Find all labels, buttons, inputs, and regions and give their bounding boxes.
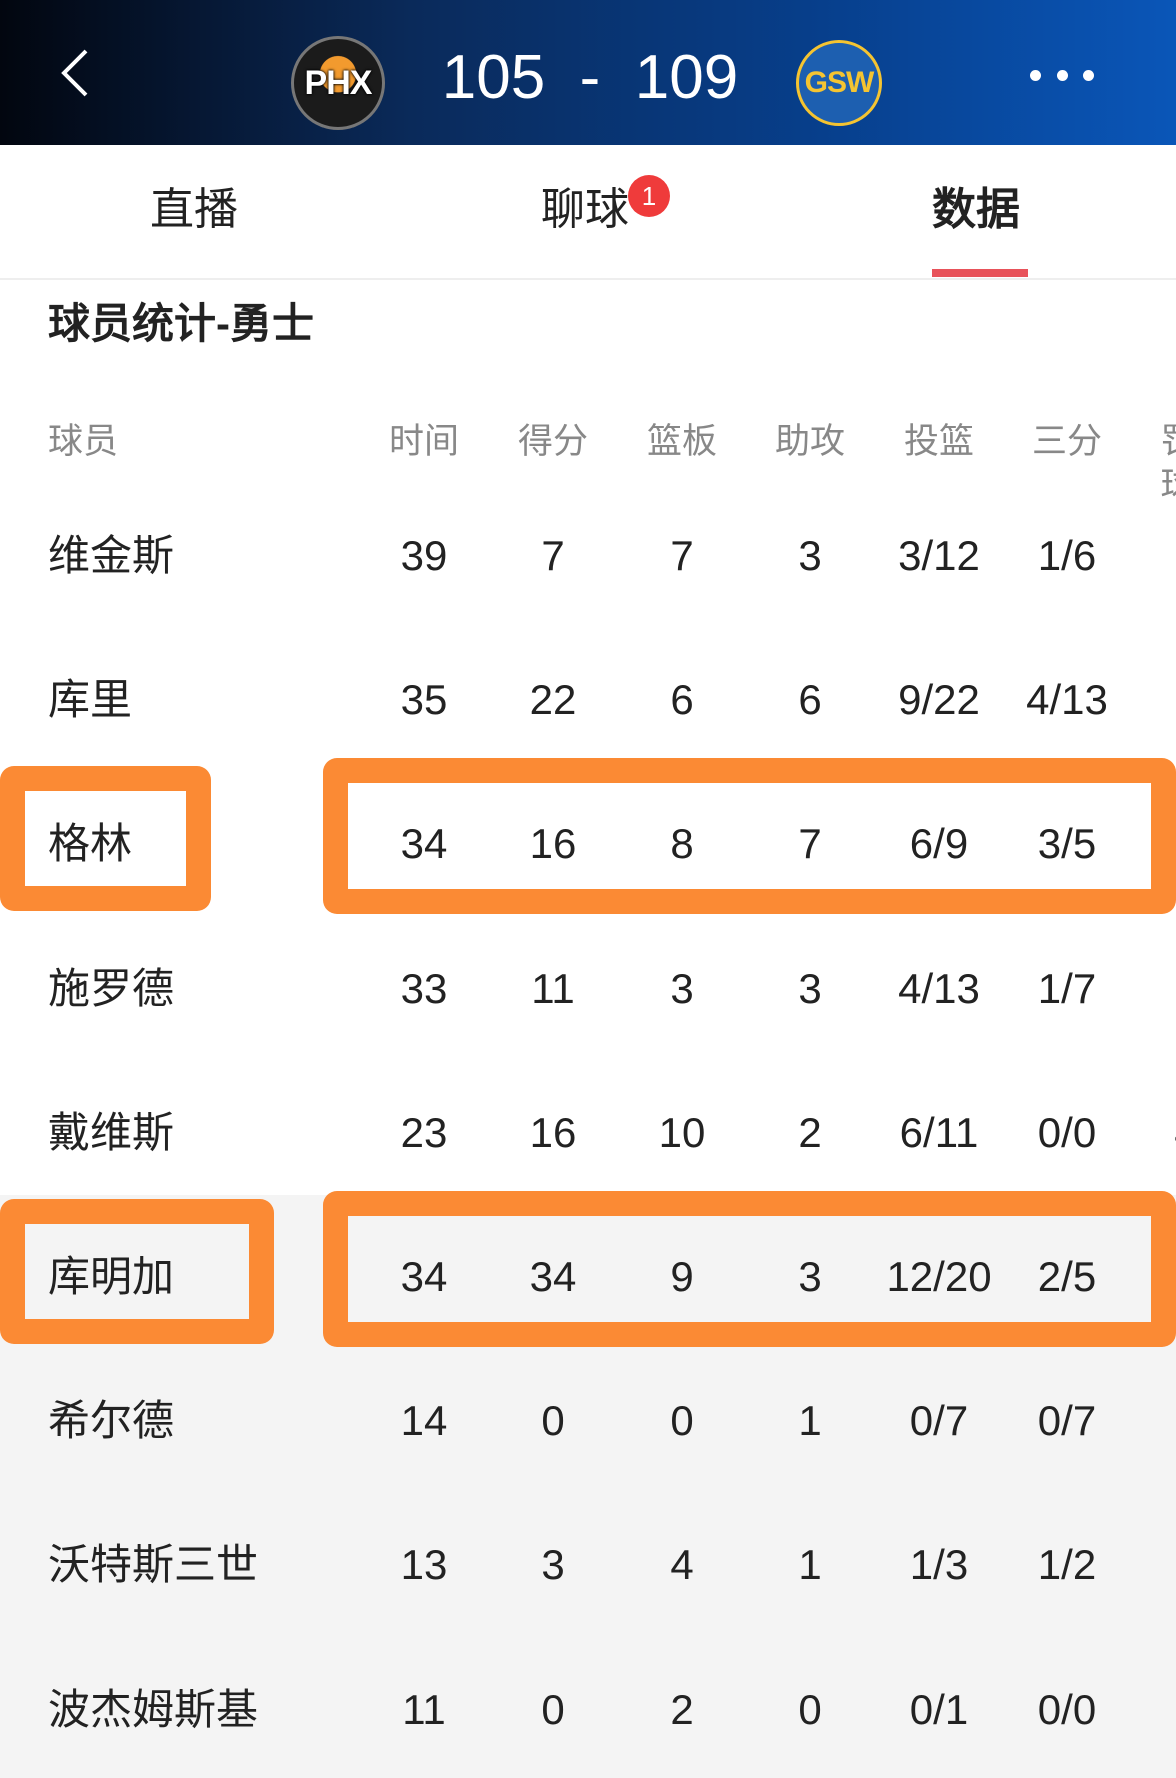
tab-stats[interactable]: 数据 [932,185,1020,234]
stat-cell: 14 [400,1397,448,1445]
column-header-player: 球员 [48,422,119,461]
player-name[interactable]: 库明加 [48,1253,175,1300]
tab-bar: 直播 聊球 1 数据 [0,145,1176,280]
player-name[interactable]: 波杰姆斯基 [48,1685,259,1733]
tab-live[interactable]: 直播 [150,185,238,234]
stat-cell: 4 [670,1541,694,1589]
column-header[interactable]: 篮板 [646,422,718,461]
highlight-box-name [0,766,211,912]
stat-cell: 12/20 [886,1253,992,1300]
stat-cell: 0/7 [909,1397,969,1445]
stat-cell: 22 [529,676,577,724]
stat-cell: 3/12 [898,532,980,579]
stat-cell: 8 [670,820,694,868]
stat-cell: 39 [400,532,448,579]
stat-cell: 0/0 [1037,1685,1097,1733]
stat-cell: 16 [529,1108,577,1156]
stat-cell: 0 [1174,1395,1176,1447]
stat-cell: 1/7 [1037,964,1097,1012]
column-header[interactable]: 时间 [388,422,460,461]
home-team-logo[interactable]: PHX [291,36,385,130]
stat-cell: 11 [402,1685,446,1733]
stat-cell: 0/7 [1037,1397,1097,1445]
player-name[interactable]: 维金斯 [48,532,175,579]
active-tab-indicator [932,269,1028,277]
stat-cell: 6 [798,676,822,724]
stat-cell: 23 [400,1108,448,1156]
stat-cell: 3/5 [1037,820,1097,868]
stat-cell: 2/5 [1037,1253,1097,1300]
score: 105 - 109 [441,43,739,112]
stat-cell: 4/13 [898,964,980,1012]
stat-cell: 1/3 [909,1541,969,1589]
column-header[interactable]: 得分 [517,422,589,461]
player-name[interactable]: 希尔德 [48,1397,175,1445]
scroll-fade-area [0,1195,1176,1778]
stat-cell: 2 [670,1685,694,1733]
stat-cell: 0 [1174,674,1176,726]
game-header: PHX 105 - 109 GSW [0,0,1176,145]
stat-cell: 6/11 [899,1108,979,1156]
stat-cell: 7 [798,820,822,868]
stat-cell: 0 [798,1685,822,1733]
stat-cell: 2 [798,1108,822,1156]
stat-cell: 33 [400,964,448,1012]
stat-cell: 4/13 [1026,676,1108,724]
stat-cell: 7 [670,532,694,579]
stat-cell: 3 [798,532,822,579]
section-title: 球员统计-勇士 [48,300,314,347]
player-name[interactable]: 施罗德 [48,964,175,1012]
stat-cell: 34 [400,1253,448,1300]
chat-badge: 1 [628,175,670,217]
more-icon[interactable] [1030,70,1094,82]
stat-cell: 11 [531,964,575,1012]
stat-cell: 3 [798,964,822,1012]
column-header[interactable]: 三分 [1031,422,1103,461]
stat-cell: 1/2 [1037,1541,1097,1589]
stat-cell: 13 [400,1541,448,1589]
stat-cell: 0 [670,1397,694,1445]
stat-cell: 0 [541,1685,565,1733]
tab-chat[interactable]: 聊球 [541,185,629,234]
stat-cell: 4 [1174,1107,1176,1159]
highlight-box-name [0,1199,274,1344]
stat-cell: 9/22 [898,676,980,724]
stat-cell: 1/6 [1037,532,1097,579]
stat-cell: 16 [529,820,577,868]
stat-cell: 0/0 [1037,1108,1097,1156]
stat-cell: 34 [529,1253,577,1300]
stat-cell: 3 [670,964,694,1012]
stat-cell: 2 [1174,963,1176,1015]
stat-cell: 3 [798,1253,822,1300]
stat-cell: 0 [1174,530,1176,582]
stat-cell: 9 [670,1253,694,1300]
player-name[interactable]: 库里 [48,676,133,724]
stat-cell: 6/9 [909,820,969,868]
stat-cell: 0 [1174,1539,1176,1591]
stat-cell: 0 [541,1397,565,1445]
player-name[interactable]: 格林 [48,820,133,868]
stat-cell: 35 [400,676,448,724]
stat-cell: 1 [798,1397,822,1445]
stat-cell: 0 [1174,1684,1176,1736]
stat-cell: 0/1 [909,1685,969,1733]
stat-cell: 1 [798,1541,822,1589]
stat-cell: 34 [400,820,448,868]
stat-cell: 3 [541,1541,565,1589]
stat-cell: 7 [541,532,565,579]
highlight-box-stats [323,758,1176,915]
column-header[interactable]: 罚球 [1160,420,1176,508]
player-name[interactable]: 沃特斯三世 [48,1541,259,1589]
highlight-box-stats [323,1191,1176,1347]
column-header[interactable]: 助攻 [774,422,846,461]
player-name[interactable]: 戴维斯 [48,1108,175,1156]
stat-cell: 10 [658,1108,706,1156]
column-header[interactable]: 投篮 [903,422,975,461]
away-team-logo[interactable]: GSW [796,40,882,126]
stat-cell: 6 [670,676,694,724]
back-icon[interactable] [58,48,92,98]
